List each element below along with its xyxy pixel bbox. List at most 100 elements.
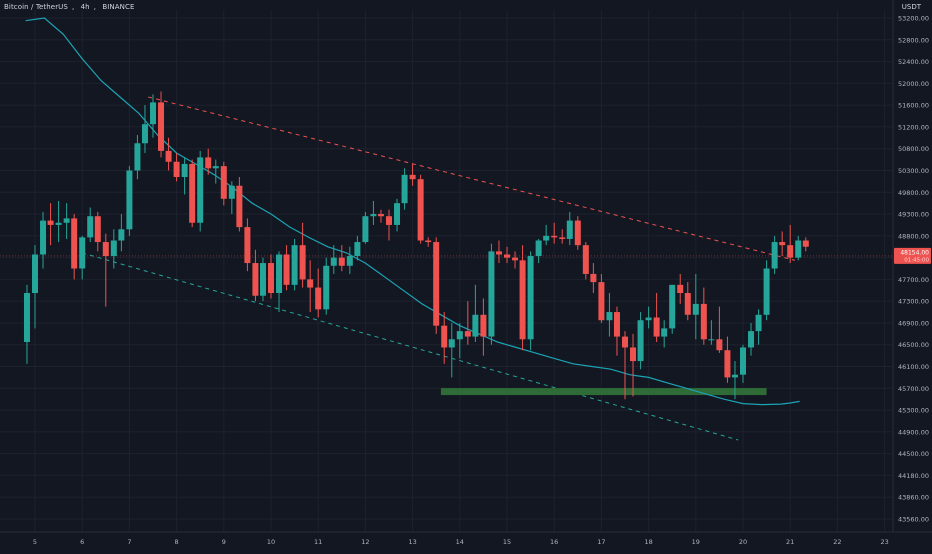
candle-bullish[interactable] xyxy=(150,94,156,138)
candle-bearish[interactable] xyxy=(205,148,212,175)
candle-bullish[interactable] xyxy=(79,235,86,280)
candle-bearish[interactable] xyxy=(165,137,172,171)
candle-bearish[interactable] xyxy=(409,163,416,186)
candle-bearish[interactable] xyxy=(47,203,54,246)
candle-bullish[interactable] xyxy=(212,159,219,184)
candle-bullish[interactable] xyxy=(637,312,644,370)
candle-bearish[interactable] xyxy=(512,251,519,269)
candle-bullish[interactable] xyxy=(362,211,369,244)
candle-bearish[interactable] xyxy=(716,306,723,353)
candle-bullish[interactable] xyxy=(661,320,668,348)
candle-bullish[interactable] xyxy=(566,211,573,246)
candle-bullish[interactable] xyxy=(645,306,652,329)
candle-bullish[interactable] xyxy=(748,322,755,356)
candle-bearish[interactable] xyxy=(630,333,637,397)
descending-resistance-trendline[interactable] xyxy=(148,96,796,261)
candle-bullish[interactable] xyxy=(55,200,62,243)
candle-bullish[interactable] xyxy=(87,207,94,243)
candle-bullish[interactable] xyxy=(763,260,770,321)
candle-bearish[interactable] xyxy=(244,218,251,272)
candle-bearish[interactable] xyxy=(236,177,243,232)
candle-bearish[interactable] xyxy=(252,249,259,302)
candle-bullish[interactable] xyxy=(394,198,401,232)
candle-bullish[interactable] xyxy=(472,284,479,343)
candle-bearish[interactable] xyxy=(724,336,731,383)
candle-bullish[interactable] xyxy=(346,246,353,274)
candle-bullish[interactable] xyxy=(401,168,408,210)
descending-support-trendline[interactable] xyxy=(82,252,739,441)
candle-bullish[interactable] xyxy=(291,238,298,291)
candle-bearish[interactable] xyxy=(551,222,558,244)
candle-bullish[interactable] xyxy=(456,322,463,359)
support-zone-rectangle[interactable] xyxy=(440,388,767,396)
candle-bearish[interactable] xyxy=(158,91,165,158)
candle-bearish[interactable] xyxy=(574,216,581,250)
candle-bearish[interactable] xyxy=(386,209,392,241)
candle-bearish[interactable] xyxy=(519,245,526,351)
candle-bearish[interactable] xyxy=(189,159,196,228)
candle-bullish[interactable] xyxy=(330,245,337,274)
candle-bullish[interactable] xyxy=(32,245,38,329)
candle-bullish[interactable] xyxy=(23,284,30,364)
candle-bearish[interactable] xyxy=(480,298,487,356)
candle-bearish[interactable] xyxy=(220,161,227,206)
candle-bullish[interactable] xyxy=(448,322,455,378)
candle-bearish[interactable] xyxy=(598,273,605,323)
candle-bullish[interactable] xyxy=(527,251,534,351)
candle-bullish[interactable] xyxy=(771,235,778,274)
candle-bearish[interactable] xyxy=(464,301,471,345)
candle-bullish[interactable] xyxy=(708,320,715,345)
candle-bearish[interactable] xyxy=(441,312,448,364)
candle-bearish[interactable] xyxy=(173,153,180,182)
candle-bearish[interactable] xyxy=(582,242,589,280)
candle-bearish[interactable] xyxy=(677,273,684,304)
candle-bullish[interactable] xyxy=(354,235,361,261)
candle-bullish[interactable] xyxy=(535,238,542,264)
candle-bearish[interactable] xyxy=(102,233,109,307)
candle-bearish[interactable] xyxy=(653,293,660,343)
candle-bullish[interactable] xyxy=(134,135,141,180)
candle-bearish[interactable] xyxy=(307,260,314,313)
candle-bullish[interactable] xyxy=(141,105,148,154)
candle-bearish[interactable] xyxy=(417,174,424,244)
candle-bearish[interactable] xyxy=(425,237,432,247)
candle-bullish[interactable] xyxy=(669,284,676,334)
candle-bearish[interactable] xyxy=(613,306,620,356)
candle-bearish[interactable] xyxy=(299,222,306,288)
candle-bearish[interactable] xyxy=(283,245,290,291)
candle-bullish[interactable] xyxy=(740,344,746,383)
candle-bearish[interactable] xyxy=(779,231,786,257)
candle-bullish[interactable] xyxy=(323,257,330,315)
candle-bearish[interactable] xyxy=(559,229,566,244)
candle-bullish[interactable] xyxy=(488,243,495,345)
candle-bullish[interactable] xyxy=(181,157,188,195)
moving-average-line[interactable] xyxy=(25,17,800,406)
candle-bullish[interactable] xyxy=(110,229,117,269)
candle-bullish[interactable] xyxy=(63,203,70,239)
candle-bearish[interactable] xyxy=(504,246,510,264)
candle-bearish[interactable] xyxy=(315,268,322,318)
candle-bearish[interactable] xyxy=(377,209,384,223)
candle-bullish[interactable] xyxy=(118,214,125,252)
candle-bearish[interactable] xyxy=(495,240,502,264)
candle-bullish[interactable] xyxy=(692,273,699,340)
candle-bullish[interactable] xyxy=(606,293,613,337)
candle-bearish[interactable] xyxy=(700,287,707,345)
candle-bullish[interactable] xyxy=(40,211,47,269)
candle-bearish[interactable] xyxy=(71,214,78,280)
candle-bullish[interactable] xyxy=(126,166,133,236)
candle-bearish[interactable] xyxy=(433,237,440,334)
candle-bearish[interactable] xyxy=(338,245,345,272)
candle-bullish[interactable] xyxy=(755,309,762,345)
candle-bearish[interactable] xyxy=(787,224,794,264)
candle-bearish[interactable] xyxy=(94,211,101,252)
candle-bearish[interactable] xyxy=(622,331,628,400)
candle-bullish[interactable] xyxy=(543,224,550,246)
candle-bearish[interactable] xyxy=(268,254,274,299)
candle-bullish[interactable] xyxy=(259,257,266,302)
candle-bullish[interactable] xyxy=(276,251,283,313)
candle-bearish[interactable] xyxy=(802,237,809,252)
